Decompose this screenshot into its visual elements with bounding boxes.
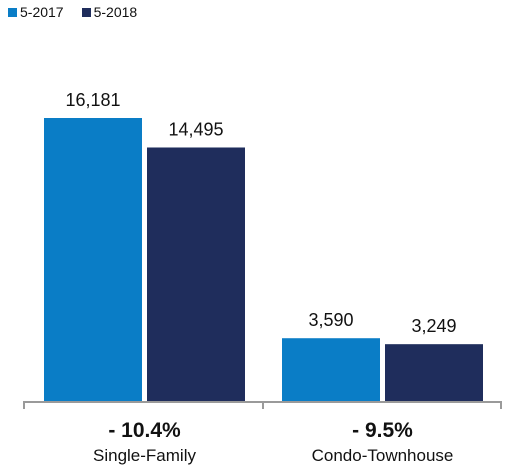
x-axis bbox=[23, 401, 502, 409]
data-label-5-2017-condo-townhouse: 3,590 bbox=[308, 310, 353, 330]
legend-label-2018: 5-2018 bbox=[93, 4, 138, 20]
category-label-condo-townhouse: Condo-Townhouse bbox=[312, 446, 454, 465]
labels-group: 16,181 14,495 - 10.4% Single-Family 3,590 3,2… bbox=[65, 90, 456, 465]
bar-5-2017-single-family bbox=[44, 118, 142, 401]
data-label-5-2018-single-family: 14,495 bbox=[168, 119, 223, 139]
legend: 5-2017 5-2018 bbox=[8, 4, 137, 20]
legend-swatch-2017 bbox=[8, 7, 17, 17]
data-label-5-2017-single-family: 16,181 bbox=[65, 90, 120, 110]
bars-group bbox=[44, 118, 483, 401]
legend-swatch-2018 bbox=[81, 7, 91, 17]
legend-item-2018: 5-2018 bbox=[81, 4, 138, 20]
legend-label-2017: 5-2017 bbox=[20, 4, 64, 20]
change-label-single-family: - 10.4% bbox=[108, 419, 181, 442]
change-label-condo-townhouse: - 9.5% bbox=[352, 419, 413, 442]
bar-5-2018-condo-townhouse bbox=[385, 344, 483, 401]
bar-5-2018-single-family bbox=[147, 147, 245, 401]
legend-item-2017: 5-2017 bbox=[8, 4, 64, 20]
category-label-single-family: Single-Family bbox=[93, 446, 196, 465]
data-label-5-2018-condo-townhouse: 3,249 bbox=[411, 316, 456, 336]
bar-5-2017-condo-townhouse bbox=[282, 338, 380, 401]
